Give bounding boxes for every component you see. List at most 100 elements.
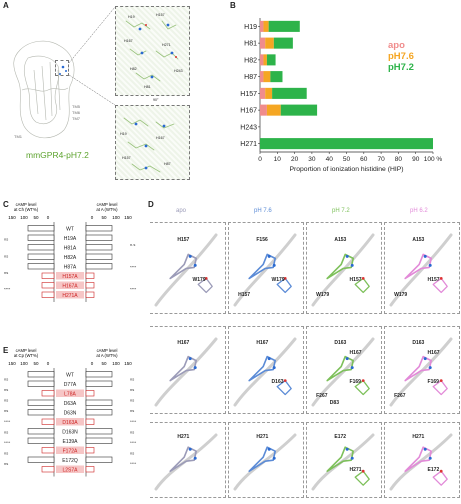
panel-c-mutant-chart: cAMP level at Ch (WT%) cAMP level at A (WT%… (0, 200, 140, 335)
residue-label: A153 (334, 236, 347, 243)
panel-e-left-bar (41, 447, 55, 454)
panel-c-row-label: WT (66, 226, 74, 232)
nitrogen-atom (188, 254, 192, 258)
x-tick-label: 70 (377, 156, 385, 163)
nitrogen-atom (272, 263, 276, 267)
panel-c-left-header: at Ch (WT%) (14, 207, 39, 212)
bar-apo (260, 71, 264, 83)
backbone-ribbon (154, 337, 218, 407)
panel-e-right-header: cAMP level (97, 348, 118, 353)
category-label: H81 (244, 41, 257, 48)
panel-c-right-header: at A (WT%) (96, 207, 118, 212)
x-tick-label: 100 % (424, 156, 443, 163)
cell-drawing (389, 337, 453, 407)
panel-c-left-header: cAMP level (16, 202, 37, 207)
residue-label: H271 (349, 467, 362, 474)
category-label: H19 (244, 24, 257, 31)
partner-residue-stick (432, 277, 448, 294)
panel-a-overview-structure: TM5 TM6 TM7 TM1 (8, 30, 88, 150)
cell-drawing (233, 337, 297, 407)
x-tick-label: 40 (326, 156, 334, 163)
panel-e-axis-label: 100 (20, 361, 28, 366)
nitrogen-atom (428, 263, 432, 267)
structure-cell: F156 W179 H157 (228, 222, 304, 314)
panel-e-left-bar (27, 399, 55, 406)
nitrogen-atom (350, 263, 354, 267)
bar-pH7.6 (265, 87, 273, 99)
panel-e-left-sig: ns (4, 398, 8, 403)
zoom-top-label-1: H157 (156, 13, 165, 17)
panel-c-right-bar (85, 225, 113, 232)
panel-e-row-label: D163N (62, 429, 78, 435)
panel-e-mutant-chart: cAMP level at Cp (WT%) cAMP level at A (WT%… (0, 346, 140, 496)
panel-c-row-label: H81A (64, 245, 77, 251)
residue-label: H157 (177, 236, 190, 243)
panel-e-left-bar (27, 409, 55, 416)
backbone-ribbon (311, 337, 375, 407)
nitrogen-atom (423, 447, 427, 451)
x-tick-label: 60 (360, 156, 368, 163)
nitrogen-atom (267, 357, 271, 361)
panel-c-right-bar (85, 244, 113, 251)
nitrogen-atom (193, 366, 197, 370)
structure-cell: D163 F169 F267 H167 D83 (306, 326, 382, 414)
category-label: H243 (240, 124, 257, 131)
column-header-1: pH 7.6 (254, 208, 272, 214)
panel-c-right-bar (85, 263, 113, 270)
panel-c-axis-label-right: 150 (124, 215, 132, 220)
panel-c-row-label: H87A (64, 264, 77, 270)
panel-c-right-sig: n.s (130, 242, 135, 247)
residue-label: D163 (412, 339, 425, 346)
bar-apo (260, 104, 267, 116)
panel-c-right-sig: **** (130, 264, 137, 269)
backbone-ribbon (389, 337, 453, 407)
residue-label: W179 (271, 277, 285, 284)
panel-c-axis-label-right: 100 (112, 215, 120, 220)
category-label: H167 (240, 108, 257, 115)
partner-residue-stick (276, 379, 292, 396)
panel-e-axis-label-right: 150 (124, 361, 132, 366)
panel-e-row-label: L2S7A (62, 467, 78, 473)
residue-label: E172 (334, 433, 347, 440)
zoom-bottom-label-1: H167 (156, 136, 165, 140)
oxygen-atom (204, 277, 208, 280)
residue-label: E172 (427, 467, 440, 474)
histidine-stick (169, 446, 197, 472)
residue-label: H167 (349, 350, 362, 357)
panel-e-row-label: WT (66, 372, 74, 378)
histidine-stick (404, 355, 432, 382)
panel-c-row-label: H167A (62, 283, 78, 289)
partner-residue-stick (432, 379, 448, 396)
residue-label: A153 (412, 236, 425, 243)
residue-label: D163 (271, 378, 284, 385)
category-label: H271 (240, 141, 257, 148)
nitrogen-atom (428, 456, 432, 460)
panel-d-structure-grid: apo pH 7.6 pH 7.2 pH 6.2 H157 W179 F156 W179 H15… (150, 208, 461, 500)
cell-drawing (233, 233, 297, 307)
panel-c-left-bar (41, 272, 55, 279)
rotation-90-label: 90° (153, 98, 159, 102)
zoom-top-label-3: H271 (162, 43, 171, 47)
panel-c-axis-label: 150 (8, 215, 16, 220)
panel-e-row-label: D63N (64, 410, 77, 416)
zoom-connector-lines (68, 6, 116, 106)
residue-label: F169 (349, 378, 361, 385)
residue-label: D83 (329, 399, 339, 406)
panel-e-right-bar (85, 390, 95, 397)
x-tick-label: 30 (308, 156, 316, 163)
structure-cell: D163 F169 F267 H167 (384, 326, 460, 414)
panel-b-letter: B (230, 1, 236, 10)
panel-e-right-sig: ns (130, 408, 134, 413)
panel-e-row-label: F172A (63, 448, 78, 454)
bar-apo (260, 20, 264, 32)
cell-drawing (154, 233, 218, 307)
cell-drawing (311, 233, 375, 307)
structure-cell: A153 H157 W179 (306, 222, 382, 314)
svg-text:TM5: TM5 (72, 104, 81, 109)
oxygen-atom (283, 277, 287, 280)
bar-pH7.2 (270, 71, 283, 83)
histidine-stick (326, 446, 354, 472)
panel-c-right-bar (85, 291, 95, 298)
oxygen-atom (439, 379, 443, 382)
